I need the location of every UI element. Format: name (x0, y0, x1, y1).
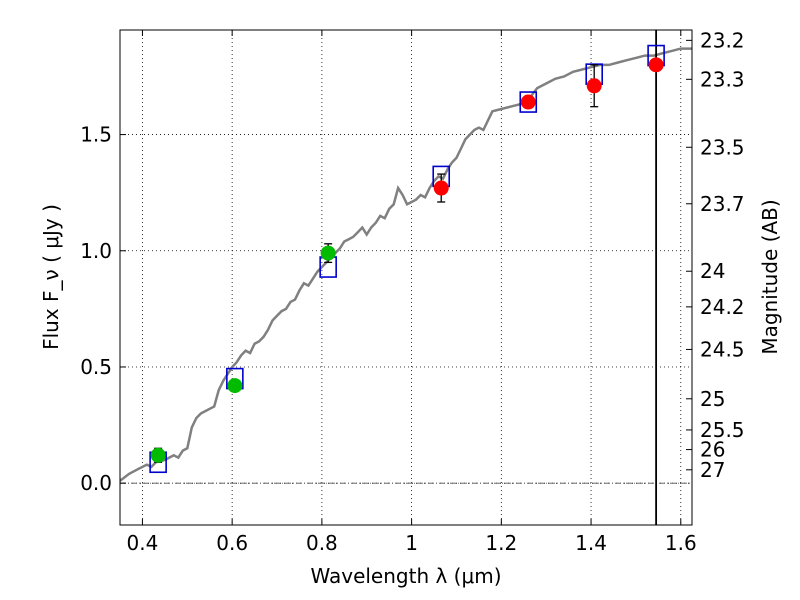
magnitude-tick-label: 23.2 (700, 28, 745, 52)
magnitude-tick-label: 23.7 (700, 192, 745, 216)
y-tick-label: 1.0 (80, 239, 112, 263)
model-photometry-square (519, 91, 538, 113)
model-spectrum-line (120, 47, 692, 482)
observed-photometry-point (150, 447, 166, 463)
observed-photometry-point (227, 378, 243, 394)
ticks: 0.4 0.6 0.8 1 1.2 1.4 1.6 0.0 0.5 1.0 1.5 23.2 23.3 2… (80, 28, 744, 555)
y-tick-label: 0.0 (80, 471, 112, 495)
magnitude-tick-label: 25 (700, 387, 725, 411)
y-tick-label: 1.5 (80, 123, 112, 147)
observed-photometry-point (520, 94, 536, 110)
magnitude-tick-label: 23.5 (700, 135, 745, 159)
x-axis-label: Wavelength λ (μm) (310, 564, 501, 588)
right-axis-label: Magnitude (AB) (758, 199, 782, 354)
observed-photometry-point (320, 245, 336, 261)
x-tick-label: 0.6 (216, 531, 248, 555)
magnitude-tick-label: 24.2 (700, 295, 745, 319)
plot-area (120, 30, 692, 525)
grid (120, 30, 692, 525)
magnitude-tick-label: 23.3 (700, 67, 745, 91)
x-tick-label: 0.4 (127, 531, 159, 555)
magnitude-tick-label: 24.5 (700, 337, 745, 361)
plot-frame (119, 29, 693, 526)
observed-photometry-point (648, 57, 664, 73)
y-axis-label: Flux F_ν ( μJy ) (39, 204, 63, 350)
x-tick-label: 1.6 (665, 531, 697, 555)
x-tick-label: 0.8 (306, 531, 338, 555)
observed-photometry-point (586, 78, 602, 94)
magnitude-tick-label: 25.5 (700, 418, 745, 442)
magnitude-tick-label: 24 (700, 259, 725, 283)
magnitude-tick-label: 27 (700, 458, 725, 482)
x-tick-label: 1.2 (485, 531, 517, 555)
magnitude-tick-label: 26 (700, 438, 725, 462)
observed-photometry-point (433, 180, 449, 196)
y-tick-label: 0.5 (80, 355, 112, 379)
x-tick-label: 1 (405, 531, 418, 555)
x-tick-label: 1.4 (575, 531, 607, 555)
